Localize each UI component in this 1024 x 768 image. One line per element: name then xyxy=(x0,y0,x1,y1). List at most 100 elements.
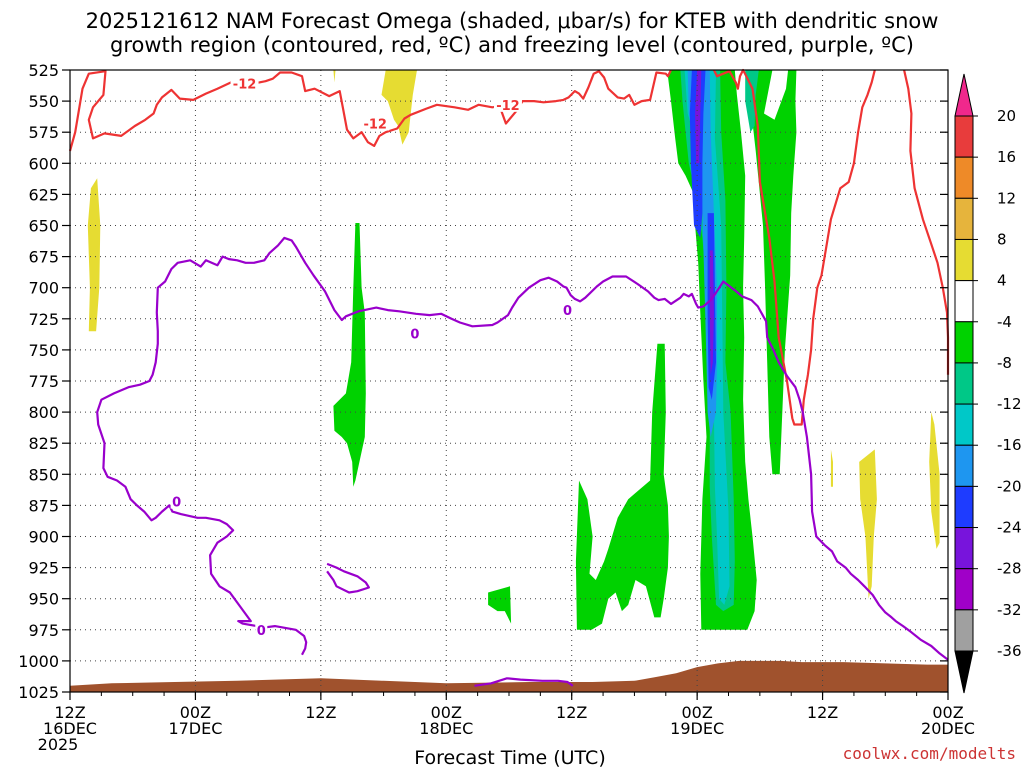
terrain-layer xyxy=(70,660,948,692)
contour-label-bg xyxy=(255,622,268,637)
colorbar-bin xyxy=(954,156,974,199)
colorbar-bin xyxy=(954,444,974,487)
y-tick-label: 875 xyxy=(28,496,59,515)
x-tick-label: 2025 xyxy=(38,735,79,754)
omega-shade-region xyxy=(488,586,512,624)
x-tick-label: 12Z xyxy=(556,703,587,722)
y-tick-label: 675 xyxy=(28,248,59,267)
contour-line xyxy=(326,562,370,594)
contour-line xyxy=(96,236,949,661)
contour-line xyxy=(903,69,950,375)
colorbar-tick-label: 16 xyxy=(997,148,1016,166)
y-tick-label: 925 xyxy=(28,559,59,578)
x-tick-label: 00Z xyxy=(180,703,211,722)
y-tick-label: 975 xyxy=(28,621,59,640)
x-tick-label: 20DEC xyxy=(921,719,975,738)
source-credit: coolwx.com/modelts xyxy=(843,744,1016,763)
y-tick-label: 800 xyxy=(28,403,59,422)
contour-label-bg xyxy=(361,116,390,131)
x-tick-label: 12Z xyxy=(54,703,85,722)
omega-shade-region xyxy=(333,223,366,487)
contour-label-bg xyxy=(493,97,522,112)
colorbar-bin xyxy=(954,238,974,282)
colorbar-tick-label: 12 xyxy=(997,189,1016,207)
colorbar-bin xyxy=(954,362,974,405)
x-tick-label: 16DEC xyxy=(43,719,97,738)
colorbar-bin xyxy=(954,403,974,446)
colorbar-tick-label: -8 xyxy=(997,354,1012,372)
contour-label-bg xyxy=(408,326,421,341)
chart-title-line-2: growth region (contoured, red, ºC) and f… xyxy=(110,33,914,57)
contour-label: 0 xyxy=(410,328,419,343)
y-tick-label: 900 xyxy=(28,528,59,547)
y-tick-label: 750 xyxy=(28,341,59,360)
colorbar: 20 16 12 8 4 -4 -8 -12 -16 -20 -24 -28 -32 -36 xyxy=(954,73,1022,694)
contour-label: 0 xyxy=(172,496,181,511)
x-tick-label: 00Z xyxy=(681,703,712,722)
contour-label: 0 xyxy=(563,304,572,319)
omega-shade-region xyxy=(575,343,669,630)
colorbar-tick-label: -4 xyxy=(997,313,1012,331)
omega-shade-region xyxy=(695,70,702,164)
contour-line xyxy=(68,69,672,152)
colorbar-bin xyxy=(954,609,974,652)
x-tick-label: 00Z xyxy=(431,703,462,722)
contour-label: -12 xyxy=(363,117,387,132)
contour-line xyxy=(474,677,574,687)
colorbar-bin xyxy=(954,568,974,611)
terrain-fill xyxy=(70,660,948,692)
chart-title-line-1: 2025121612 NAM Forecast Omega (shaded, μ… xyxy=(86,9,939,33)
x-tick-label: 17DEC xyxy=(168,719,222,738)
omega-shade-region xyxy=(381,70,417,145)
omega-shade-region xyxy=(87,178,101,332)
y-tick-label: 650 xyxy=(28,217,59,236)
colorbar-tick-label: -24 xyxy=(997,519,1022,537)
y-tick-label: 700 xyxy=(28,279,59,298)
colorbar-bin xyxy=(954,115,974,158)
axes: 525 550 575 600 625 650 675 700 725 750 775 800 825 8… xyxy=(18,61,975,754)
y-tick-label: 625 xyxy=(28,185,59,204)
colorbar-bin xyxy=(954,197,974,240)
x-tick-label: 12Z xyxy=(305,703,336,722)
gridlines xyxy=(70,70,948,692)
x-tick-label: 18DEC xyxy=(419,719,473,738)
y-tick-label: 725 xyxy=(28,310,59,329)
colorbar-tick-label: 4 xyxy=(997,272,1007,290)
contour-label-bg xyxy=(230,76,259,91)
colorbar-under-arrow xyxy=(954,650,974,694)
colorbar-tick-label: -12 xyxy=(997,395,1022,413)
omega-shade-region xyxy=(747,70,797,475)
x-tick-label: 00Z xyxy=(932,703,963,722)
contour-layer: -12 -12 -12 0 0 0 0 xyxy=(68,68,950,687)
x-axis-label: Forecast Time (UTC) xyxy=(414,747,605,768)
y-tick-label: 950 xyxy=(28,590,59,609)
contour-label: 0 xyxy=(257,624,266,639)
omega-shade-region xyxy=(859,449,877,599)
colorbar-tick-label: -32 xyxy=(997,601,1022,619)
colorbar-tick-label: -16 xyxy=(997,436,1022,454)
y-tick-label: 775 xyxy=(28,372,59,391)
y-tick-label: 1000 xyxy=(18,652,59,671)
colorbar-bin xyxy=(954,280,974,323)
contour-label-bg xyxy=(561,303,574,318)
colorbar-over-arrow xyxy=(954,73,974,117)
contour-label: -12 xyxy=(496,99,520,114)
contour-label: -12 xyxy=(233,78,257,93)
y-tick-label: 825 xyxy=(28,434,59,453)
y-tick-label: 550 xyxy=(28,92,59,111)
x-tick-label: 12Z xyxy=(807,703,838,722)
omega-shade-region xyxy=(684,70,730,605)
y-tick-label: 850 xyxy=(28,465,59,484)
colorbar-tick-label: -36 xyxy=(997,642,1022,660)
contour-line xyxy=(712,68,876,426)
y-tick-label: 575 xyxy=(28,123,59,142)
colorbar-tick-label: -28 xyxy=(997,560,1022,578)
omega-shade-region xyxy=(709,250,714,375)
colorbar-bin xyxy=(954,527,974,570)
y-tick-label: 600 xyxy=(28,154,59,173)
colorbar-bin xyxy=(954,321,974,364)
omega-shade-region xyxy=(929,412,940,549)
x-tick-label: 19DEC xyxy=(670,719,724,738)
omega-shade-region xyxy=(745,70,759,133)
